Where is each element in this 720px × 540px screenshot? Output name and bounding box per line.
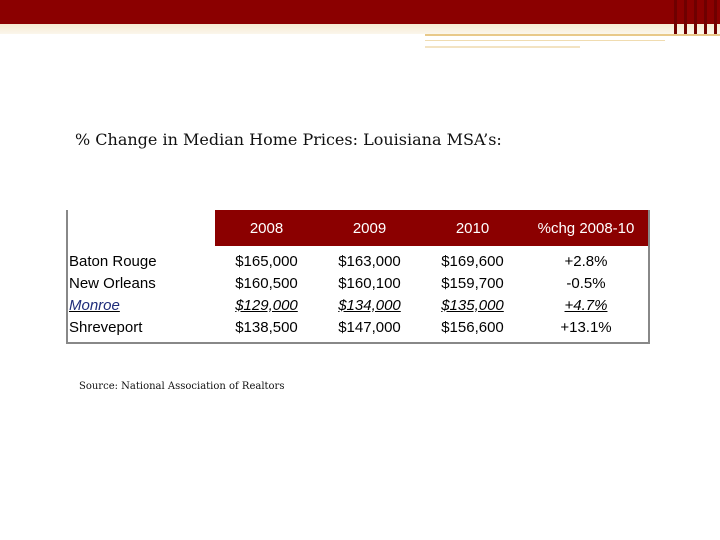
home-price-table: 2008 2009 2010 %chg 2008-10 Baton Rouge …	[66, 210, 650, 344]
banner-light-stripe	[0, 24, 720, 34]
cell-2008: $165,000	[235, 252, 298, 270]
table-row: Shreveport $138,500 $147,000 $156,600 +1…	[66, 316, 650, 344]
cell-pct-change: +13.1%	[524, 316, 650, 344]
cell-2009: $147,000	[318, 316, 421, 344]
cell-pct-change: +4.7%	[524, 294, 650, 316]
source-note: Source: National Association of Realtors	[79, 381, 285, 392]
row-name: Shreveport	[66, 316, 215, 344]
cell-2009: $160,100	[338, 274, 401, 292]
cell-2010: $156,600	[421, 316, 524, 344]
row-name: Baton Rouge	[66, 246, 215, 272]
header-blank-cell	[66, 210, 215, 246]
table-header-row: 2008 2009 2010 %chg 2008-10	[66, 210, 650, 246]
cell-2010: $159,700	[441, 274, 504, 292]
row-name: New Orleans	[66, 272, 215, 294]
decorative-line	[425, 46, 580, 48]
cell-2009: $163,000	[338, 252, 401, 270]
decorative-line	[425, 40, 665, 41]
cell-2010: $135,000	[441, 296, 504, 314]
banner-tick	[674, 0, 677, 34]
table-row: Monroe $129,000 $134,000 $135,000 +4.7%	[66, 294, 650, 316]
banner-ticks	[670, 0, 720, 34]
banner-tick	[694, 0, 697, 34]
header-pct-change: %chg 2008-10	[524, 210, 650, 246]
header-2008: 2008	[215, 210, 318, 246]
cell-2008: $138,500	[215, 316, 318, 344]
cell-2009: $134,000	[338, 296, 401, 314]
cell-2008: $160,500	[235, 274, 298, 292]
banner-tick	[704, 0, 707, 34]
cell-pct-change: -0.5%	[524, 272, 650, 294]
cell-2008: $129,000	[235, 296, 298, 314]
slide-title: % Change in Median Home Prices: Louisian…	[75, 130, 502, 149]
cell-pct-change: +2.8%	[524, 246, 650, 272]
row-name: Monroe	[66, 294, 215, 316]
cell-2010: $169,600	[441, 252, 504, 270]
header-2010: 2010	[421, 210, 524, 246]
table-row: Baton Rouge $165,000 $163,000 $169,600 +…	[66, 246, 650, 272]
top-banner	[0, 0, 720, 24]
banner-tick	[714, 0, 717, 34]
table-row: New Orleans $160,500 $160,100 $159,700 -…	[66, 272, 650, 294]
header-2009: 2009	[318, 210, 421, 246]
decorative-line	[425, 34, 720, 36]
row-name-text: Monroe	[69, 296, 120, 314]
banner-tick	[684, 0, 687, 34]
